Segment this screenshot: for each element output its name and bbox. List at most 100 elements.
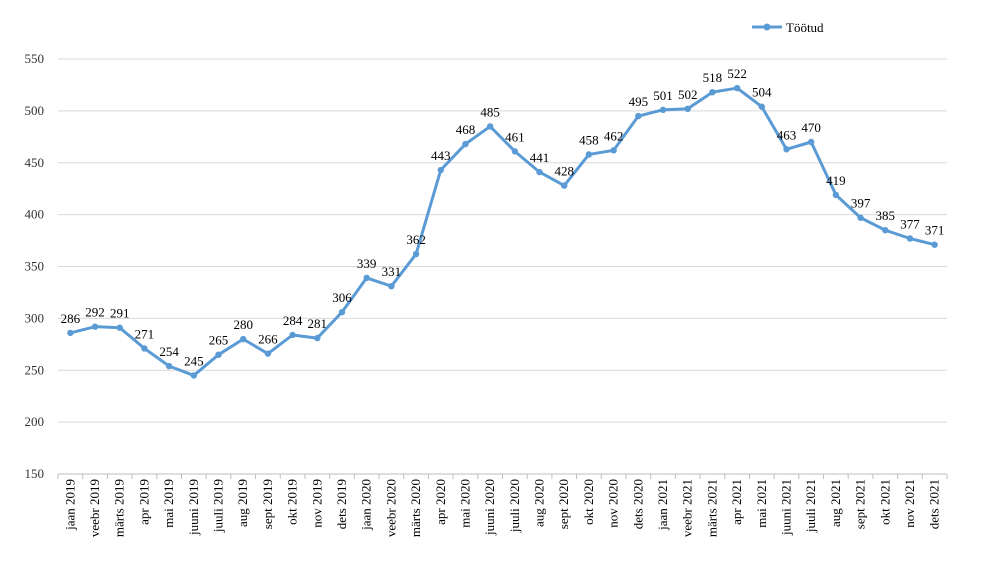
data-point: [709, 89, 716, 96]
x-tick-label: mai 2021: [754, 479, 769, 528]
x-tick-label: juuli 2020: [507, 479, 522, 533]
data-label: 443: [431, 148, 451, 163]
x-tick-label: nov 2021: [902, 479, 917, 528]
data-label: 470: [801, 120, 821, 135]
x-tick-label: veebr 2020: [383, 479, 398, 537]
x-tick-label: juuli 2019: [211, 479, 226, 533]
data-label: 441: [530, 150, 550, 165]
data-label: 397: [851, 196, 871, 211]
data-point: [758, 103, 765, 110]
x-tick-label: nov 2019: [309, 479, 324, 528]
x-tick-label: juuni 2019: [186, 479, 201, 536]
data-label: 245: [184, 353, 204, 368]
y-tick-label: 300: [25, 310, 45, 325]
y-tick-label: 350: [25, 259, 45, 274]
gridlines: [58, 58, 947, 423]
y-tick-label: 250: [25, 362, 45, 377]
data-point: [165, 362, 173, 370]
data-point: [215, 351, 222, 358]
data-point: [314, 334, 321, 342]
data-label: 458: [579, 132, 599, 147]
data-label: 339: [357, 256, 377, 271]
x-tick-label: märts 2020: [408, 479, 423, 537]
data-labels: 286 292 291 271 254 245 265 280 266 284 281 306 339 3…: [61, 66, 945, 368]
legend-label: Töötud: [786, 20, 824, 35]
data-label: 462: [604, 128, 624, 143]
series-toötud: [67, 84, 938, 379]
data-point: [857, 214, 864, 221]
data-point: [289, 331, 296, 339]
data-point: [437, 166, 444, 174]
x-tick-label: apr 2019: [136, 479, 151, 525]
data-label: 331: [382, 264, 402, 279]
data-label: 385: [876, 208, 896, 223]
data-point: [412, 250, 420, 258]
y-tick-label: 450: [25, 155, 45, 170]
y-tick-label: 150: [25, 466, 45, 481]
x-tick-label: dets 2020: [630, 479, 645, 529]
x-tick-label: nov 2020: [606, 479, 621, 528]
data-point: [882, 226, 889, 234]
data-label: 291: [110, 306, 130, 321]
data-point: [684, 105, 691, 113]
series-line: [69, 86, 936, 377]
data-label: 266: [258, 332, 278, 347]
data-point: [733, 84, 741, 92]
x-tick-label: aug 2020: [532, 479, 547, 527]
x-tick-label: juuli 2021: [803, 479, 818, 533]
data-label: 280: [233, 317, 253, 332]
x-tick-label: aug 2019: [235, 479, 250, 527]
data-point: [536, 168, 543, 176]
x-tick-label: apr 2021: [729, 479, 744, 525]
legend-marker: [763, 23, 771, 31]
data-label: 501: [653, 88, 673, 103]
data-label: 461: [505, 129, 525, 144]
y-tick-label: 550: [25, 51, 45, 66]
x-tick-label: jaan 2020: [359, 479, 374, 531]
data-point: [240, 335, 247, 343]
data-label: 522: [727, 66, 747, 81]
data-label: 286: [61, 311, 81, 326]
y-axis: 150 200 250 300 350 400 450 500 550: [25, 51, 45, 481]
data-point: [659, 106, 667, 114]
x-tick-label: apr 2020: [433, 479, 448, 525]
x-tick-label: märts 2019: [112, 479, 127, 537]
data-point: [610, 147, 617, 154]
data-point: [190, 372, 198, 379]
data-point: [807, 138, 815, 146]
data-label: 463: [777, 127, 797, 142]
data-label: 419: [826, 173, 846, 188]
data-point: [635, 112, 642, 120]
data-point: [906, 235, 914, 242]
data-label: 502: [678, 87, 698, 102]
data-point: [91, 323, 99, 330]
data-label: 428: [554, 164, 574, 179]
data-point: [931, 241, 938, 248]
data-label: 377: [900, 216, 920, 231]
data-point: [363, 274, 370, 282]
x-axis: jaan 2019 veebr 2019 märts 2019 apr 2019 mai…: [57, 473, 948, 537]
data-point: [585, 151, 593, 158]
data-point: [462, 140, 469, 148]
x-tick-label: juuni 2020: [482, 479, 497, 536]
data-point: [338, 308, 346, 316]
data-point: [511, 148, 519, 155]
x-tick-label: juuni 2021: [778, 479, 793, 536]
data-label: 495: [629, 94, 649, 109]
y-tick-label: 400: [25, 207, 45, 222]
x-tick-label: dets 2019: [334, 479, 349, 529]
x-tick-label: dets 2021: [927, 479, 942, 529]
data-point: [486, 123, 494, 130]
data-point: [116, 324, 123, 331]
data-point: [561, 182, 568, 189]
x-tick-label: aug 2021: [828, 479, 843, 527]
legend: Töötud: [752, 20, 824, 35]
y-tick-label: 200: [25, 414, 45, 429]
data-point: [67, 329, 74, 337]
data-label: 306: [332, 290, 352, 305]
data-label: 371: [925, 223, 945, 238]
data-label: 468: [456, 122, 476, 137]
x-tick-label: mai 2020: [457, 479, 472, 528]
data-point: [264, 350, 272, 357]
